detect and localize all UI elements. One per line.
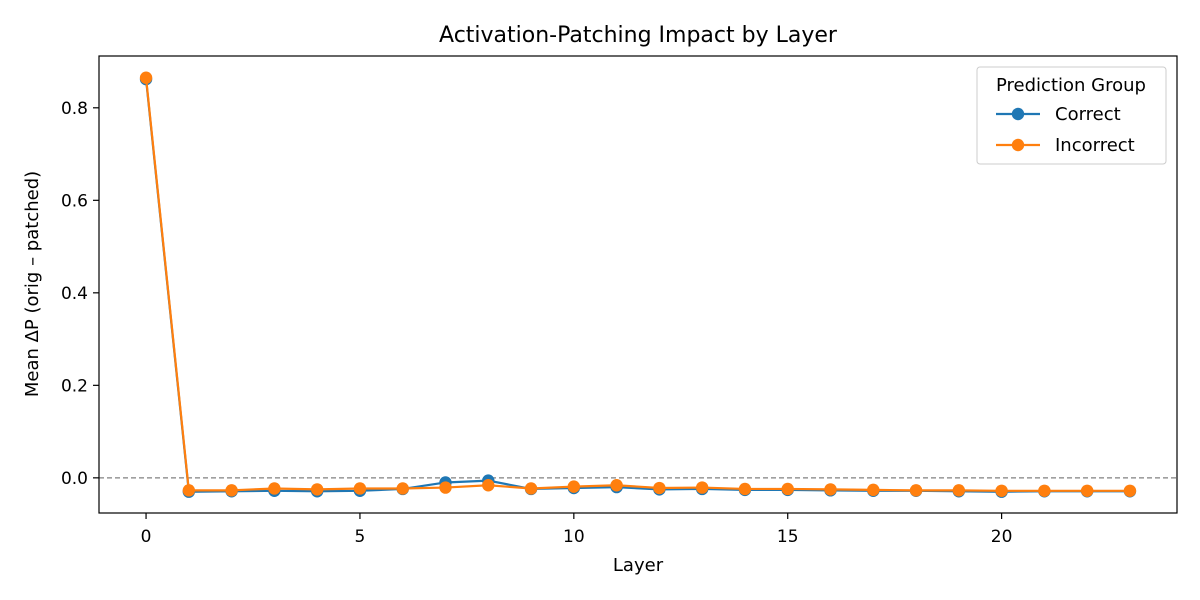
x-tick-label: 10 [563,527,585,547]
data-point-incorrect [1080,484,1094,497]
data-point-incorrect [439,481,452,494]
data-point-incorrect [396,482,409,495]
y-tick-label: 0.2 [61,376,88,396]
x-axis-label: Layer [613,555,664,576]
data-point-incorrect [610,479,623,492]
legend: Prediction Group Correct Incorrect [976,66,1167,165]
data-point-incorrect [781,482,794,496]
legend-marker-incorrect [1011,138,1025,152]
data-point-incorrect [995,484,1008,497]
y-tick-label: 0.0 [61,469,88,489]
legend-label-incorrect: Incorrect [1055,135,1135,156]
data-point-incorrect [738,482,752,496]
legend-title: Prediction Group [996,75,1146,96]
data-point-incorrect [952,484,966,497]
data-point-incorrect [225,484,238,497]
y-axis-label: Mean ΔP (orig – patched) [22,171,43,397]
y-tick-label: 0.6 [61,191,88,211]
data-point-incorrect [268,482,281,495]
legend-marker-correct [1011,107,1025,121]
data-point-incorrect [310,483,324,496]
x-tick-label: 15 [777,527,799,547]
data-point-incorrect [139,71,153,84]
plot-frame [98,55,1178,514]
data-point-incorrect [1038,484,1051,497]
legend-label-correct: Correct [1055,104,1121,125]
x-tick-label: 5 [355,527,366,547]
series-line-incorrect [144,77,1130,492]
y-tick-label: 0.4 [61,284,88,304]
data-point-incorrect [824,483,837,496]
data-point-incorrect [524,482,538,495]
data-point-incorrect [653,481,666,495]
data-point-incorrect [482,479,495,492]
data-point-incorrect [1123,484,1137,497]
plot-area: 0 5 10 15 20 0.0 0.2 0.4 0.6 0.8 [61,55,1178,547]
y-tick-label: 0.8 [61,99,88,119]
data-point-incorrect [353,482,367,495]
data-point-incorrect [867,483,880,497]
x-tick-label: 20 [991,527,1013,547]
data-point-incorrect [909,484,923,497]
data-point-incorrect [182,484,196,497]
x-tick-label: 0 [141,527,152,547]
legend-box [976,66,1167,165]
data-point-incorrect [567,480,581,493]
data-point-incorrect [695,481,709,494]
chart-title: Activation-Patching Impact by Layer [439,23,838,48]
